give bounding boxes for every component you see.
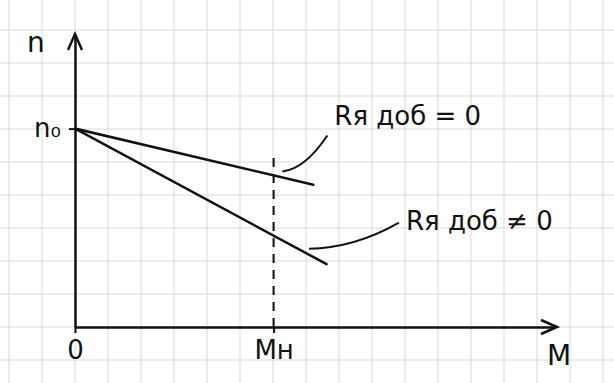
paper-line <box>108 0 109 383</box>
paper-line <box>405 0 406 383</box>
paper-line <box>0 129 614 130</box>
x-arrow <box>541 320 557 334</box>
paper-line <box>372 0 373 383</box>
paper-line <box>306 0 307 383</box>
series-line <box>75 129 313 185</box>
series-group <box>75 129 327 265</box>
paper-line <box>0 162 614 163</box>
paper-line <box>603 0 604 383</box>
x-axis: 0 Мн <box>67 327 555 365</box>
chart: 0 Мн n₀ Мn Rя доб = 0 Rя доб ≠ 0 <box>0 0 614 383</box>
paper-line <box>174 0 175 383</box>
paper-line <box>339 0 340 383</box>
leader-line <box>309 223 399 249</box>
paper-line <box>0 195 614 196</box>
x-tick: 0 <box>67 327 84 365</box>
paper-line <box>273 0 274 383</box>
x-tick-label: 0 <box>67 335 84 365</box>
y-arrow <box>68 34 82 50</box>
paper-line <box>75 0 76 383</box>
y-tick-label: n₀ <box>34 113 61 143</box>
reference-line <box>273 153 275 327</box>
y-axis: n₀ <box>34 37 75 328</box>
paper-line <box>207 0 208 383</box>
x-tick-label: Мн <box>254 335 293 365</box>
paper-line <box>570 0 571 383</box>
x-tick: Мн <box>254 327 293 365</box>
paper-line <box>0 261 614 262</box>
paper-line <box>141 0 142 383</box>
paper-line <box>438 0 439 383</box>
paper-line <box>0 294 614 295</box>
paper-line <box>0 327 614 328</box>
paper-line <box>471 0 472 383</box>
series-label: Rя доб = 0 <box>334 101 481 131</box>
series-line <box>75 129 327 265</box>
x-axis-title: М <box>547 339 571 372</box>
x-tick-mark <box>273 327 275 333</box>
y-tick: n₀ <box>34 113 75 143</box>
x-tick-mark <box>75 327 77 333</box>
paper-line <box>504 0 505 383</box>
paper-line <box>0 30 614 31</box>
paper-line <box>9 0 10 383</box>
paper-line <box>0 360 614 361</box>
paper-line <box>240 0 241 383</box>
paper-line <box>0 96 614 97</box>
paper-line <box>0 63 614 64</box>
y-axis-line <box>74 37 77 328</box>
y-tick-mark <box>69 128 75 130</box>
paper-line <box>537 0 538 383</box>
leader-line <box>282 135 327 171</box>
y-axis-title: n <box>27 26 45 59</box>
series-label: Rя доб ≠ 0 <box>406 206 553 236</box>
paper-grid <box>0 0 614 383</box>
x-axis-line <box>76 326 556 329</box>
